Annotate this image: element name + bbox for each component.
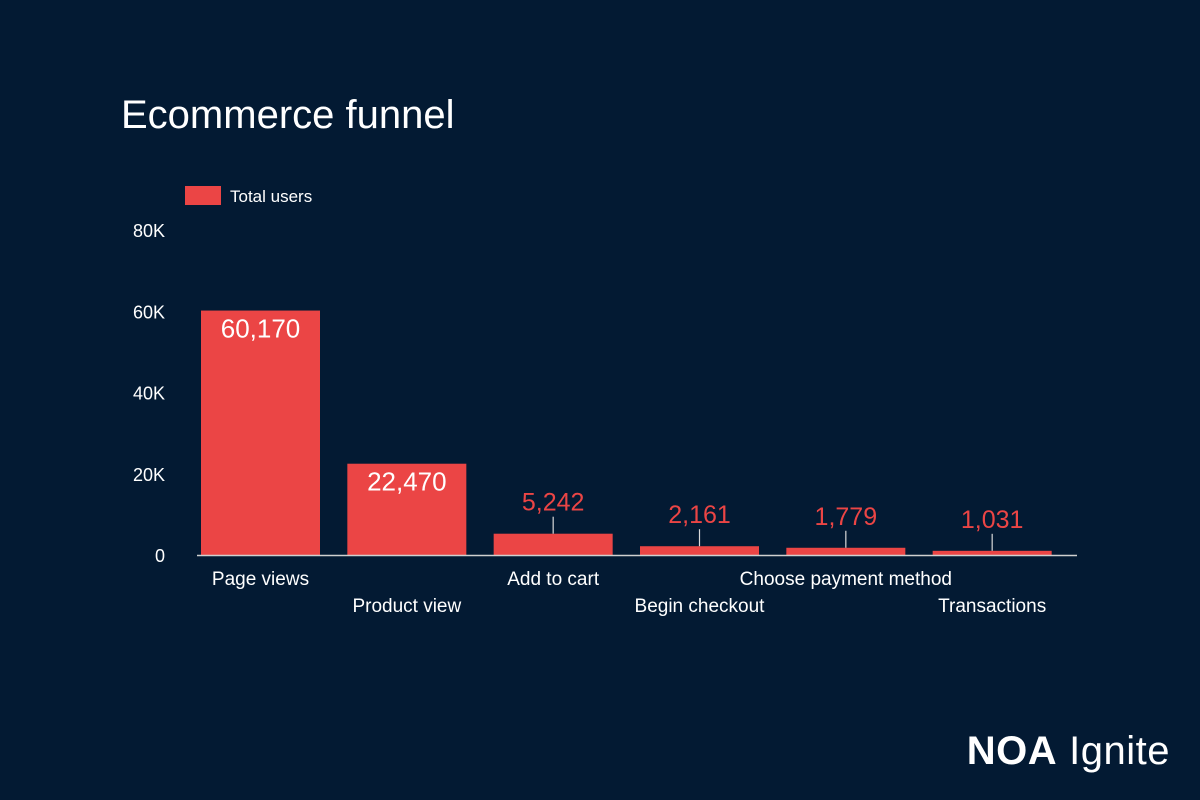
brand-logo-secondary: Ignite: [1069, 729, 1170, 773]
category-label: Product view: [352, 596, 461, 617]
legend-label: Total users: [230, 187, 312, 206]
category-label: Add to cart: [507, 569, 600, 590]
bar: [347, 463, 467, 555]
y-tick-label: 80K: [133, 221, 165, 241]
y-tick-label: 0: [155, 546, 165, 566]
bar: [786, 547, 906, 555]
y-axis: 0 20K 40K 60K 80K: [133, 221, 165, 566]
data-label: 22,470: [367, 467, 447, 497]
category-label: Choose payment method: [740, 569, 952, 590]
bar: [640, 546, 759, 555]
bar: [932, 550, 1052, 555]
x-axis: Page views Product view Add to cart Begin c…: [197, 554, 1077, 617]
brand-logo-primary: NOA: [966, 729, 1058, 773]
bar: [201, 310, 320, 555]
y-tick-label: 40K: [133, 384, 165, 404]
category-label: Begin checkout: [635, 596, 766, 617]
brand-logo: NOA Ignite: [967, 729, 1170, 774]
legend-swatch: [185, 186, 221, 205]
y-tick-label: 20K: [133, 465, 165, 485]
data-labels: 60,170 22,470 5,242 2,161 1,779 1,031: [221, 314, 1024, 551]
data-label: 60,170: [221, 314, 301, 344]
data-label: 2,161: [668, 501, 731, 529]
data-label: 5,242: [522, 489, 585, 517]
category-label: Page views: [212, 569, 309, 590]
y-tick-label: 60K: [133, 302, 165, 322]
data-label: 1,031: [961, 506, 1024, 534]
legend: Total users: [185, 186, 312, 206]
category-label: Transactions: [938, 596, 1046, 617]
data-label: 1,779: [815, 503, 878, 531]
chart-title: Ecommerce funnel: [121, 93, 454, 137]
bars: [201, 310, 1052, 555]
bar: [493, 533, 613, 555]
